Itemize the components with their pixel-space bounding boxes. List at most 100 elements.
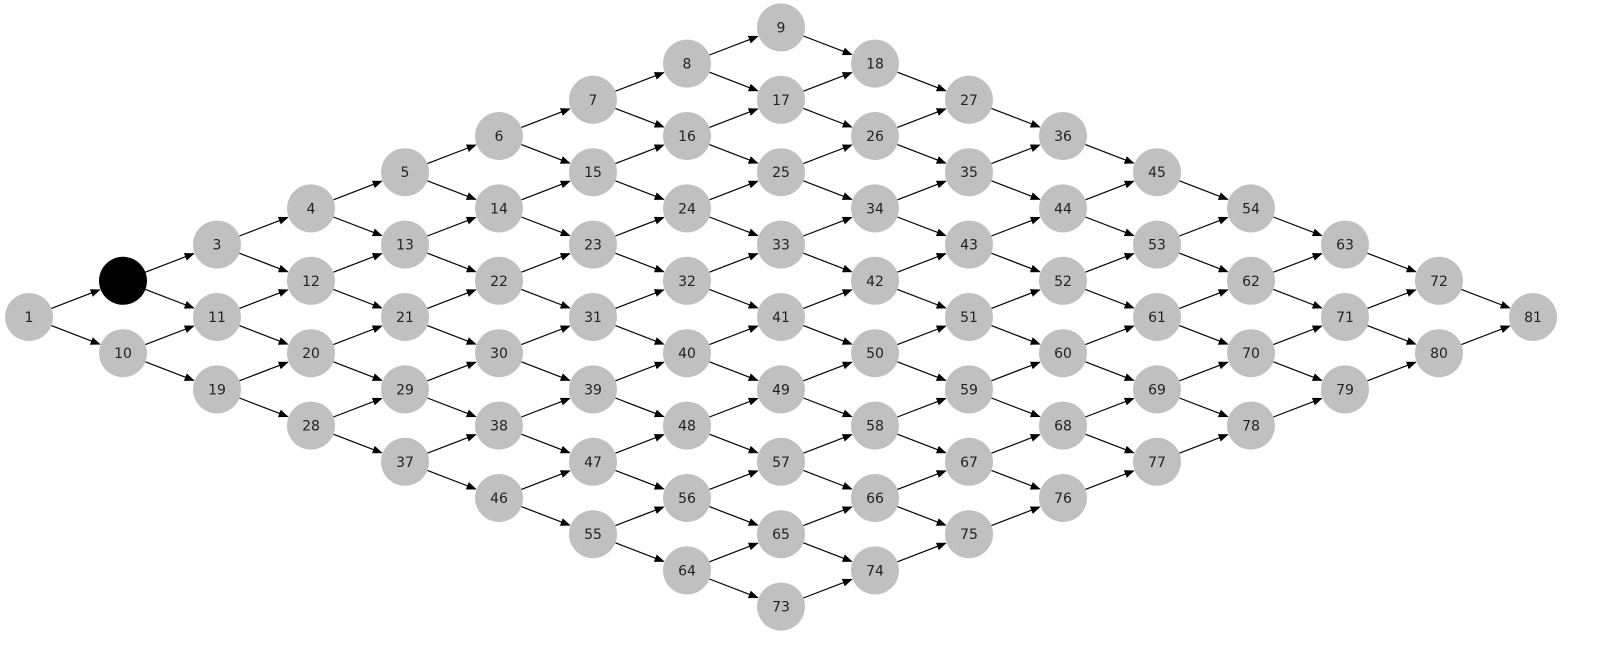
graph-node-73[interactable]: 73: [757, 582, 805, 631]
graph-node-81[interactable]: 81: [1509, 293, 1557, 341]
graph-node-22[interactable]: 22: [475, 256, 523, 305]
graph-node-27[interactable]: 27: [945, 75, 993, 124]
graph-node-51[interactable]: 51: [945, 293, 993, 341]
graph-node-29[interactable]: 29: [381, 365, 429, 414]
graph-node-76[interactable]: 76: [1039, 474, 1087, 522]
graph-node-30[interactable]: 30: [475, 329, 523, 378]
graph-node-79[interactable]: 79: [1321, 365, 1369, 414]
node-label: 5: [401, 165, 410, 181]
graph-node-74[interactable]: 74: [851, 546, 899, 595]
graph-node-36[interactable]: 36: [1039, 112, 1087, 160]
graph-node-58[interactable]: 58: [851, 401, 899, 450]
graph-node-25[interactable]: 25: [757, 148, 805, 197]
graph-node-20[interactable]: 20: [287, 329, 335, 378]
graph-node-34[interactable]: 34: [851, 184, 899, 233]
node-label: 81: [1524, 310, 1542, 326]
graph-node-57[interactable]: 57: [757, 437, 805, 486]
graph-node-16[interactable]: 16: [663, 112, 711, 160]
node-circle: [381, 365, 429, 414]
graph-node-39[interactable]: 39: [569, 365, 617, 414]
graph-node-3[interactable]: 3: [193, 220, 241, 269]
graph-node-72[interactable]: 72: [1415, 256, 1463, 305]
edge-arrow: [991, 144, 1041, 165]
graph-node-4[interactable]: 4: [287, 184, 335, 233]
edge-arrow: [1085, 216, 1135, 237]
graph-node-7[interactable]: 7: [569, 75, 617, 124]
node-circle: [287, 401, 335, 450]
graph-node-64[interactable]: 64: [663, 546, 711, 595]
graph-node-40[interactable]: 40: [663, 329, 711, 378]
graph-node-50[interactable]: 50: [851, 329, 899, 378]
graph-node-78[interactable]: 78: [1227, 401, 1275, 450]
graph-node-21[interactable]: 21: [381, 293, 429, 341]
graph-node-37[interactable]: 37: [381, 437, 429, 486]
graph-node-41[interactable]: 41: [757, 293, 805, 341]
graph-node-1[interactable]: 1: [5, 293, 53, 341]
graph-node-54[interactable]: 54: [1227, 184, 1275, 233]
graph-node-77[interactable]: 77: [1133, 437, 1181, 486]
graph-node-43[interactable]: 43: [945, 220, 993, 269]
graph-node-45[interactable]: 45: [1133, 148, 1181, 197]
graph-node-23[interactable]: 23: [569, 220, 617, 269]
graph-node-75[interactable]: 75: [945, 510, 993, 559]
graph-node-14[interactable]: 14: [475, 184, 523, 233]
graph-node-68[interactable]: 68: [1039, 401, 1087, 450]
graph-node-60[interactable]: 60: [1039, 329, 1087, 378]
graph-node-42[interactable]: 42: [851, 256, 899, 305]
edge-arrow: [709, 180, 759, 201]
graph-node-55[interactable]: 55: [569, 510, 617, 559]
graph-node-80[interactable]: 80: [1415, 329, 1463, 378]
graph-node-13[interactable]: 13: [381, 220, 429, 269]
node-circle: [569, 75, 617, 124]
node-circle: [663, 329, 711, 378]
node-label: 44: [1054, 201, 1072, 217]
graph-node-69[interactable]: 69: [1133, 365, 1181, 414]
graph-node-53[interactable]: 53: [1133, 220, 1181, 269]
edge-arrow: [1367, 252, 1417, 273]
graph-node-24[interactable]: 24: [663, 184, 711, 233]
graph-node-32[interactable]: 32: [663, 256, 711, 305]
node-label: 26: [866, 129, 884, 145]
graph-node-15[interactable]: 15: [569, 148, 617, 197]
node-label: 30: [490, 346, 508, 362]
graph-node-17[interactable]: 17: [757, 75, 805, 124]
graph-node-31[interactable]: 31: [569, 293, 617, 341]
graph-node-71[interactable]: 71: [1321, 293, 1369, 341]
edge-arrow: [991, 361, 1041, 382]
graph-node-33[interactable]: 33: [757, 220, 805, 269]
graph-node-18[interactable]: 18: [851, 39, 899, 88]
node-circle: [1321, 293, 1369, 341]
graph-node-70[interactable]: 70: [1227, 329, 1275, 378]
graph-node-9[interactable]: 9: [757, 3, 805, 52]
graph-node-66[interactable]: 66: [851, 474, 899, 522]
graph-node-59[interactable]: 59: [945, 365, 993, 414]
graph-node-62[interactable]: 62: [1227, 256, 1275, 305]
graph-node-12[interactable]: 12: [287, 256, 335, 305]
graph-node-19[interactable]: 19: [193, 365, 241, 414]
graph-node-56[interactable]: 56: [663, 474, 711, 522]
edge-arrow: [239, 361, 289, 382]
graph-node-10[interactable]: 10: [99, 329, 147, 378]
graph-node-49[interactable]: 49: [757, 365, 805, 414]
edge-arrow: [427, 397, 477, 418]
graph-node-48[interactable]: 48: [663, 401, 711, 450]
graph-node-35[interactable]: 35: [945, 148, 993, 197]
graph-node-46[interactable]: 46: [475, 474, 523, 522]
graph-node-67[interactable]: 67: [945, 437, 993, 486]
graph-node-38[interactable]: 38: [475, 401, 523, 450]
graph-node-5[interactable]: 5: [381, 148, 429, 197]
graph-node-61[interactable]: 61: [1133, 293, 1181, 341]
graph-node-11[interactable]: 11: [193, 293, 241, 341]
graph-node-6[interactable]: 6: [475, 112, 523, 160]
graph-node-28[interactable]: 28: [287, 401, 335, 450]
graph-node-47[interactable]: 47: [569, 437, 617, 486]
graph-node-52[interactable]: 52: [1039, 256, 1087, 305]
graph-node-63[interactable]: 63: [1321, 220, 1369, 269]
edge-arrow: [521, 361, 571, 381]
graph-node-8[interactable]: 8: [663, 39, 711, 88]
graph-node-26[interactable]: 26: [851, 112, 899, 160]
node-circle: [1133, 365, 1181, 414]
graph-node-44[interactable]: 44: [1039, 184, 1087, 233]
graph-node-2[interactable]: [99, 256, 147, 305]
graph-node-65[interactable]: 65: [757, 510, 805, 559]
